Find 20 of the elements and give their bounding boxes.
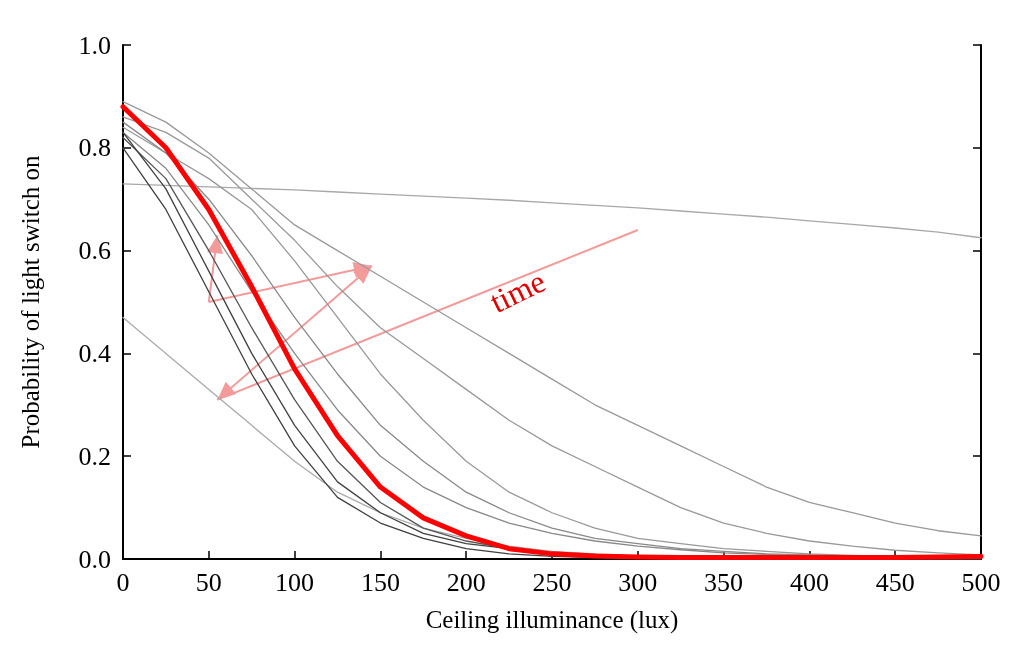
x-tick-label: 350 — [704, 567, 744, 597]
y-tick-label: 0.2 — [78, 441, 111, 471]
x-tick-label: 200 — [446, 567, 486, 597]
x-tick-label: 500 — [961, 567, 1001, 597]
x-tick-label: 400 — [789, 567, 829, 597]
x-tick-label: 250 — [532, 567, 572, 597]
y-tick-label: 0.0 — [78, 544, 111, 574]
x-tick-label: 100 — [275, 567, 315, 597]
y-axis-title: Probability of light switch on — [17, 154, 44, 449]
x-tick-label: 450 — [875, 567, 915, 597]
y-tick-label: 0.4 — [78, 338, 111, 368]
x-tick-label: 0 — [116, 567, 130, 597]
x-tick-label: 50 — [195, 567, 222, 597]
y-tick-label: 0.6 — [78, 236, 111, 266]
x-tick-label: 300 — [618, 567, 658, 597]
x-axis-title: Ceiling illuminance (lux) — [425, 606, 679, 634]
x-tick-label: 150 — [360, 567, 400, 597]
annotation: time — [484, 263, 551, 320]
y-tick-label: 0.8 — [78, 133, 111, 163]
y-tick-label: 1.0 — [78, 30, 111, 60]
